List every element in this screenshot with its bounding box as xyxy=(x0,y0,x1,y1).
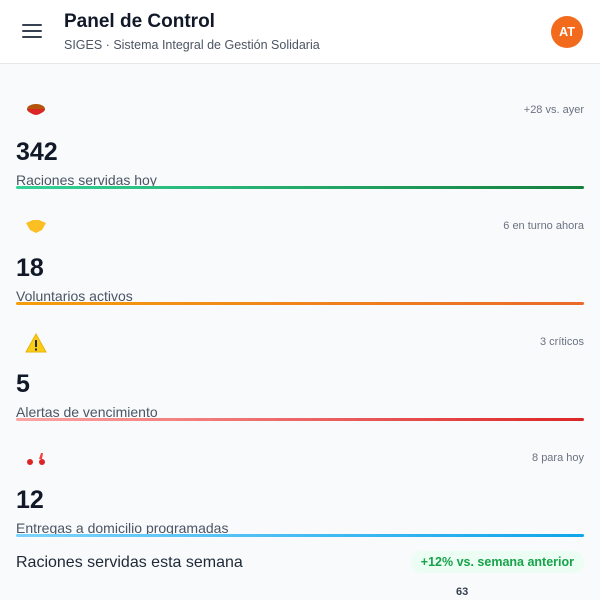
section-title: Raciones servidas esta semana xyxy=(16,554,243,571)
page-title: Panel de Control xyxy=(64,11,215,32)
card-value: 12 xyxy=(16,486,44,514)
stat-card[interactable]: 8 para hoy 12 Entregas a domicilio progr… xyxy=(0,422,600,538)
card-accent xyxy=(16,302,584,305)
card-label: Voluntarios activos xyxy=(16,288,133,304)
warning-icon xyxy=(25,333,47,353)
card-label: Entregas a domicilio programadas xyxy=(16,520,229,536)
avatar[interactable]: AT xyxy=(551,16,583,48)
menu-button[interactable] xyxy=(22,22,42,40)
stat-card[interactable]: +28 vs. ayer 342 Raciones servidas hoy xyxy=(0,74,600,190)
card-accent xyxy=(16,186,584,189)
card-label: Alertas de vencimiento xyxy=(16,404,158,420)
card-value: 18 xyxy=(16,254,44,282)
header: Panel de Control SIGES · Sistema Integra… xyxy=(0,0,600,64)
chart-value-label: 63 xyxy=(456,586,469,598)
card-note: 6 en turno ahora xyxy=(503,220,584,232)
scooter-icon xyxy=(27,453,45,465)
card-value: 5 xyxy=(16,370,30,398)
handshake-icon xyxy=(26,220,46,233)
card-accent xyxy=(16,418,584,421)
stat-card[interactable]: 3 críticos 5 Alertas de vencimiento xyxy=(0,306,600,422)
card-value: 342 xyxy=(16,138,58,166)
card-accent xyxy=(16,534,584,537)
bowl-icon xyxy=(27,104,45,115)
page-subtitle: SIGES · Sistema Integral de Gestión Soli… xyxy=(64,38,320,52)
card-note: +28 vs. ayer xyxy=(523,104,584,116)
card-note: 8 para hoy xyxy=(532,452,584,464)
card-note: 3 críticos xyxy=(539,336,584,348)
trend-badge: +12% vs. semana anterior xyxy=(410,551,584,573)
card-label: Raciones servidas hoy xyxy=(16,172,157,188)
stat-card[interactable]: 6 en turno ahora 18 Voluntarios activos xyxy=(0,190,600,306)
